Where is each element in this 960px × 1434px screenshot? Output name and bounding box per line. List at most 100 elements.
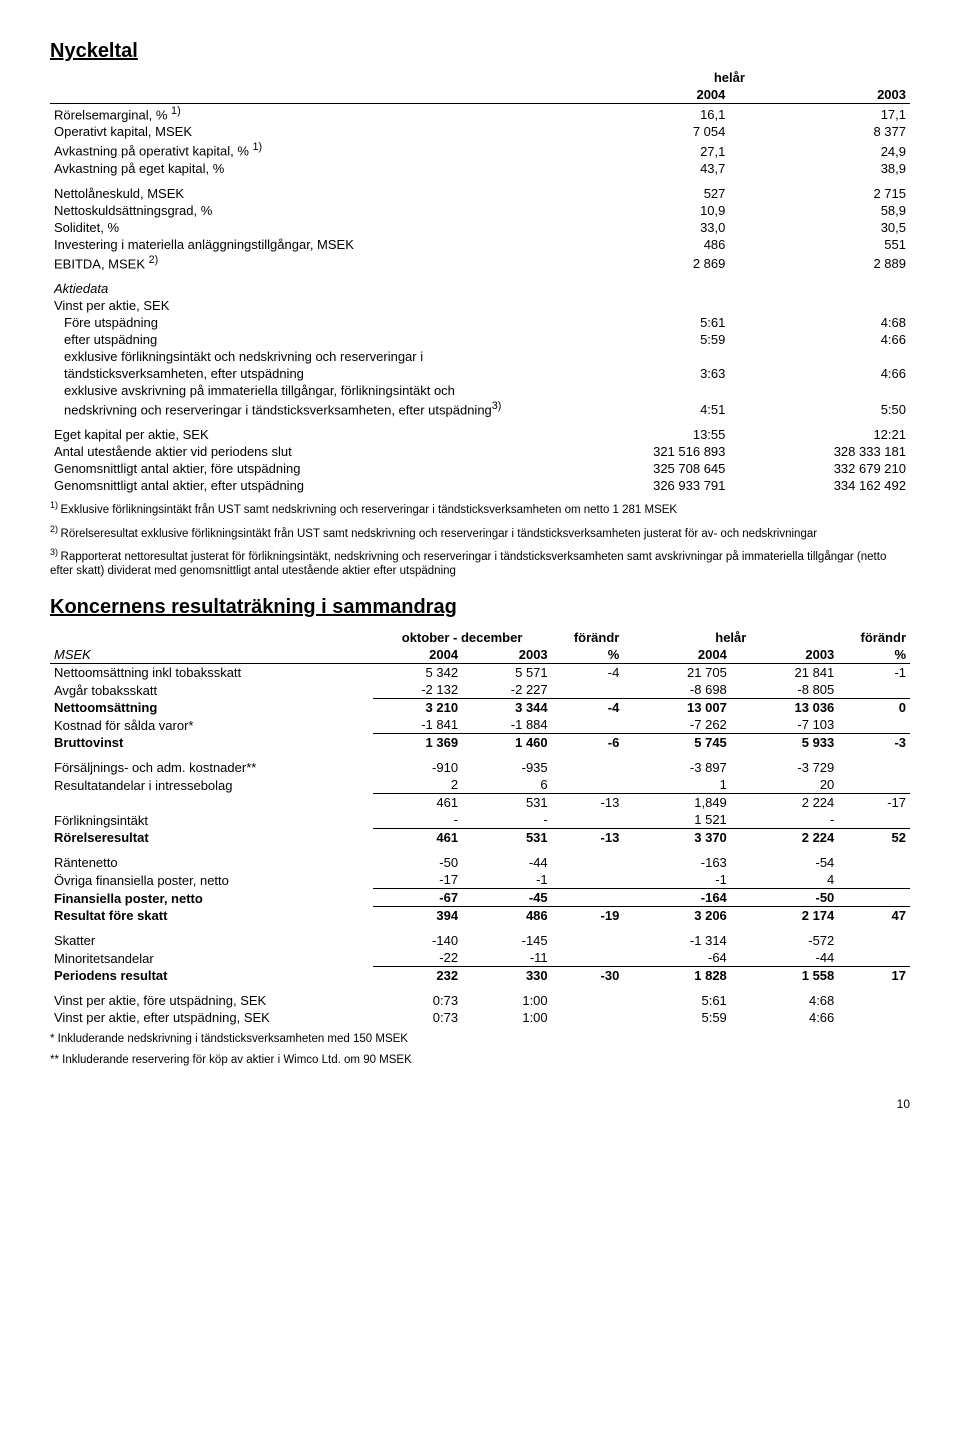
table-cell: 551 [729,236,910,253]
table-cell [552,854,624,871]
table-cell: 325 708 645 [549,460,730,477]
table-cell [838,681,910,699]
hdr-forandr-2: förändr [838,629,910,646]
table-cell: 3 210 [373,699,463,717]
table-cell: -30 [552,967,624,985]
footnote: 2) Rörelseresultat exklusive förliknings… [50,524,910,541]
table-cell: 30,5 [729,219,910,236]
table-cell: 17 [838,967,910,985]
table-cell: 1 521 [623,811,730,829]
table-cell: 334 162 492 [729,477,910,494]
footnote: ** Inkluderande reservering för köp av a… [50,1053,910,1067]
table-cell [552,949,624,967]
table-row-label: Övriga finansiella poster, netto [50,871,373,889]
table-cell: 13 007 [623,699,730,717]
table-cell: -22 [373,949,463,967]
table-row-label: EBITDA, MSEK 2) [50,253,549,272]
table-cell: -17 [838,794,910,812]
hdr-y2b: 2003 [731,646,838,664]
table-cell: 5:59 [623,1009,730,1026]
hdr-y2a: 2003 [462,646,552,664]
page-number: 10 [50,1097,910,1111]
table-cell: 326 933 791 [549,477,730,494]
table-cell: -45 [462,889,552,907]
table-cell: 486 [549,236,730,253]
table-row-label: Resultat före skatt [50,907,373,925]
table-cell: 21 841 [731,664,838,682]
table-cell: 330 [462,967,552,985]
table-cell: -3 [838,734,910,752]
table-cell [552,759,624,776]
table-cell: -67 [373,889,463,907]
table-cell: 0:73 [373,1009,463,1026]
table-row-label: Genomsnittligt antal aktier, efter utspä… [50,477,549,494]
table-row-label: tändsticksverksamheten, efter utspädning [50,365,549,382]
table-cell: -145 [462,932,552,949]
aktiedata-heading: Aktiedata [50,280,549,297]
col-2004: 2004 [549,86,730,104]
table-cell: -935 [462,759,552,776]
table-cell: -4 [552,664,624,682]
table-row-label: Periodens resultat [50,967,373,985]
table-row-label: Räntenetto [50,854,373,871]
table-cell: 43,7 [549,160,730,177]
table-cell: 3 206 [623,907,730,925]
table-cell: -50 [731,889,838,907]
table-cell: -54 [731,854,838,871]
hdr-y1b: 2004 [623,646,730,664]
table-cell: 27,1 [549,140,730,159]
table-row-label: Skatter [50,932,373,949]
table-row-label: exklusive förlikningsintäkt och nedskriv… [50,348,549,365]
table-cell: -910 [373,759,463,776]
table-cell: - [731,811,838,829]
table-cell: 4:51 [549,399,730,418]
table-cell: 531 [462,794,552,812]
table-cell: 4:66 [729,365,910,382]
nyckeltal-table: helår 2004 2003 Rörelsemarginal, % 1)16,… [50,69,910,494]
table-cell [552,681,624,699]
table-cell: 38,9 [729,160,910,177]
table-cell: 12:21 [729,426,910,443]
col-helar: helår [549,69,910,86]
table-row-label: Antal utestående aktier vid periodens sl… [50,443,549,460]
table-cell: 4:68 [731,992,838,1009]
table-cell: 3 370 [623,829,730,847]
table-cell: 5 745 [623,734,730,752]
table-cell: 2 224 [731,794,838,812]
table-cell [549,348,730,365]
table-cell: 461 [373,829,463,847]
table-cell [838,776,910,794]
table-cell: -13 [552,829,624,847]
hdr-helar: helår [623,629,838,646]
table-row-label: Resultatandelar i intressebolag [50,776,373,794]
table-cell [838,889,910,907]
table-cell: 4:66 [731,1009,838,1026]
table-row-label: Vinst per aktie, före utspädning, SEK [50,992,373,1009]
table-cell [838,716,910,734]
table-cell: -1 314 [623,932,730,949]
table-cell: 33,0 [549,219,730,236]
table-cell: -1 [462,871,552,889]
table-cell: -1 [838,664,910,682]
table-cell: -163 [623,854,730,871]
table-cell: 5 571 [462,664,552,682]
table-cell: -1 [623,871,730,889]
footnote: 1) Exklusive förlikningsintäkt från UST … [50,500,910,517]
table-cell [838,854,910,871]
table-cell [552,776,624,794]
table-cell: -3 897 [623,759,730,776]
table-cell: 1 828 [623,967,730,985]
table-cell: 2 889 [729,253,910,272]
table-cell [552,1009,624,1026]
table-cell: 5:61 [549,314,730,331]
table-cell: - [462,811,552,829]
table-cell: 232 [373,967,463,985]
table-cell: 24,9 [729,140,910,159]
footnote: 3) Rapporterat nettoresultat justerat fö… [50,547,910,579]
table-cell: 328 333 181 [729,443,910,460]
table-row-label: Eget kapital per aktie, SEK [50,426,549,443]
table-cell: 13:55 [549,426,730,443]
table-row-label: exklusive avskrivning på immateriella ti… [50,382,549,399]
table-cell: -140 [373,932,463,949]
table-cell: 7 054 [549,123,730,140]
